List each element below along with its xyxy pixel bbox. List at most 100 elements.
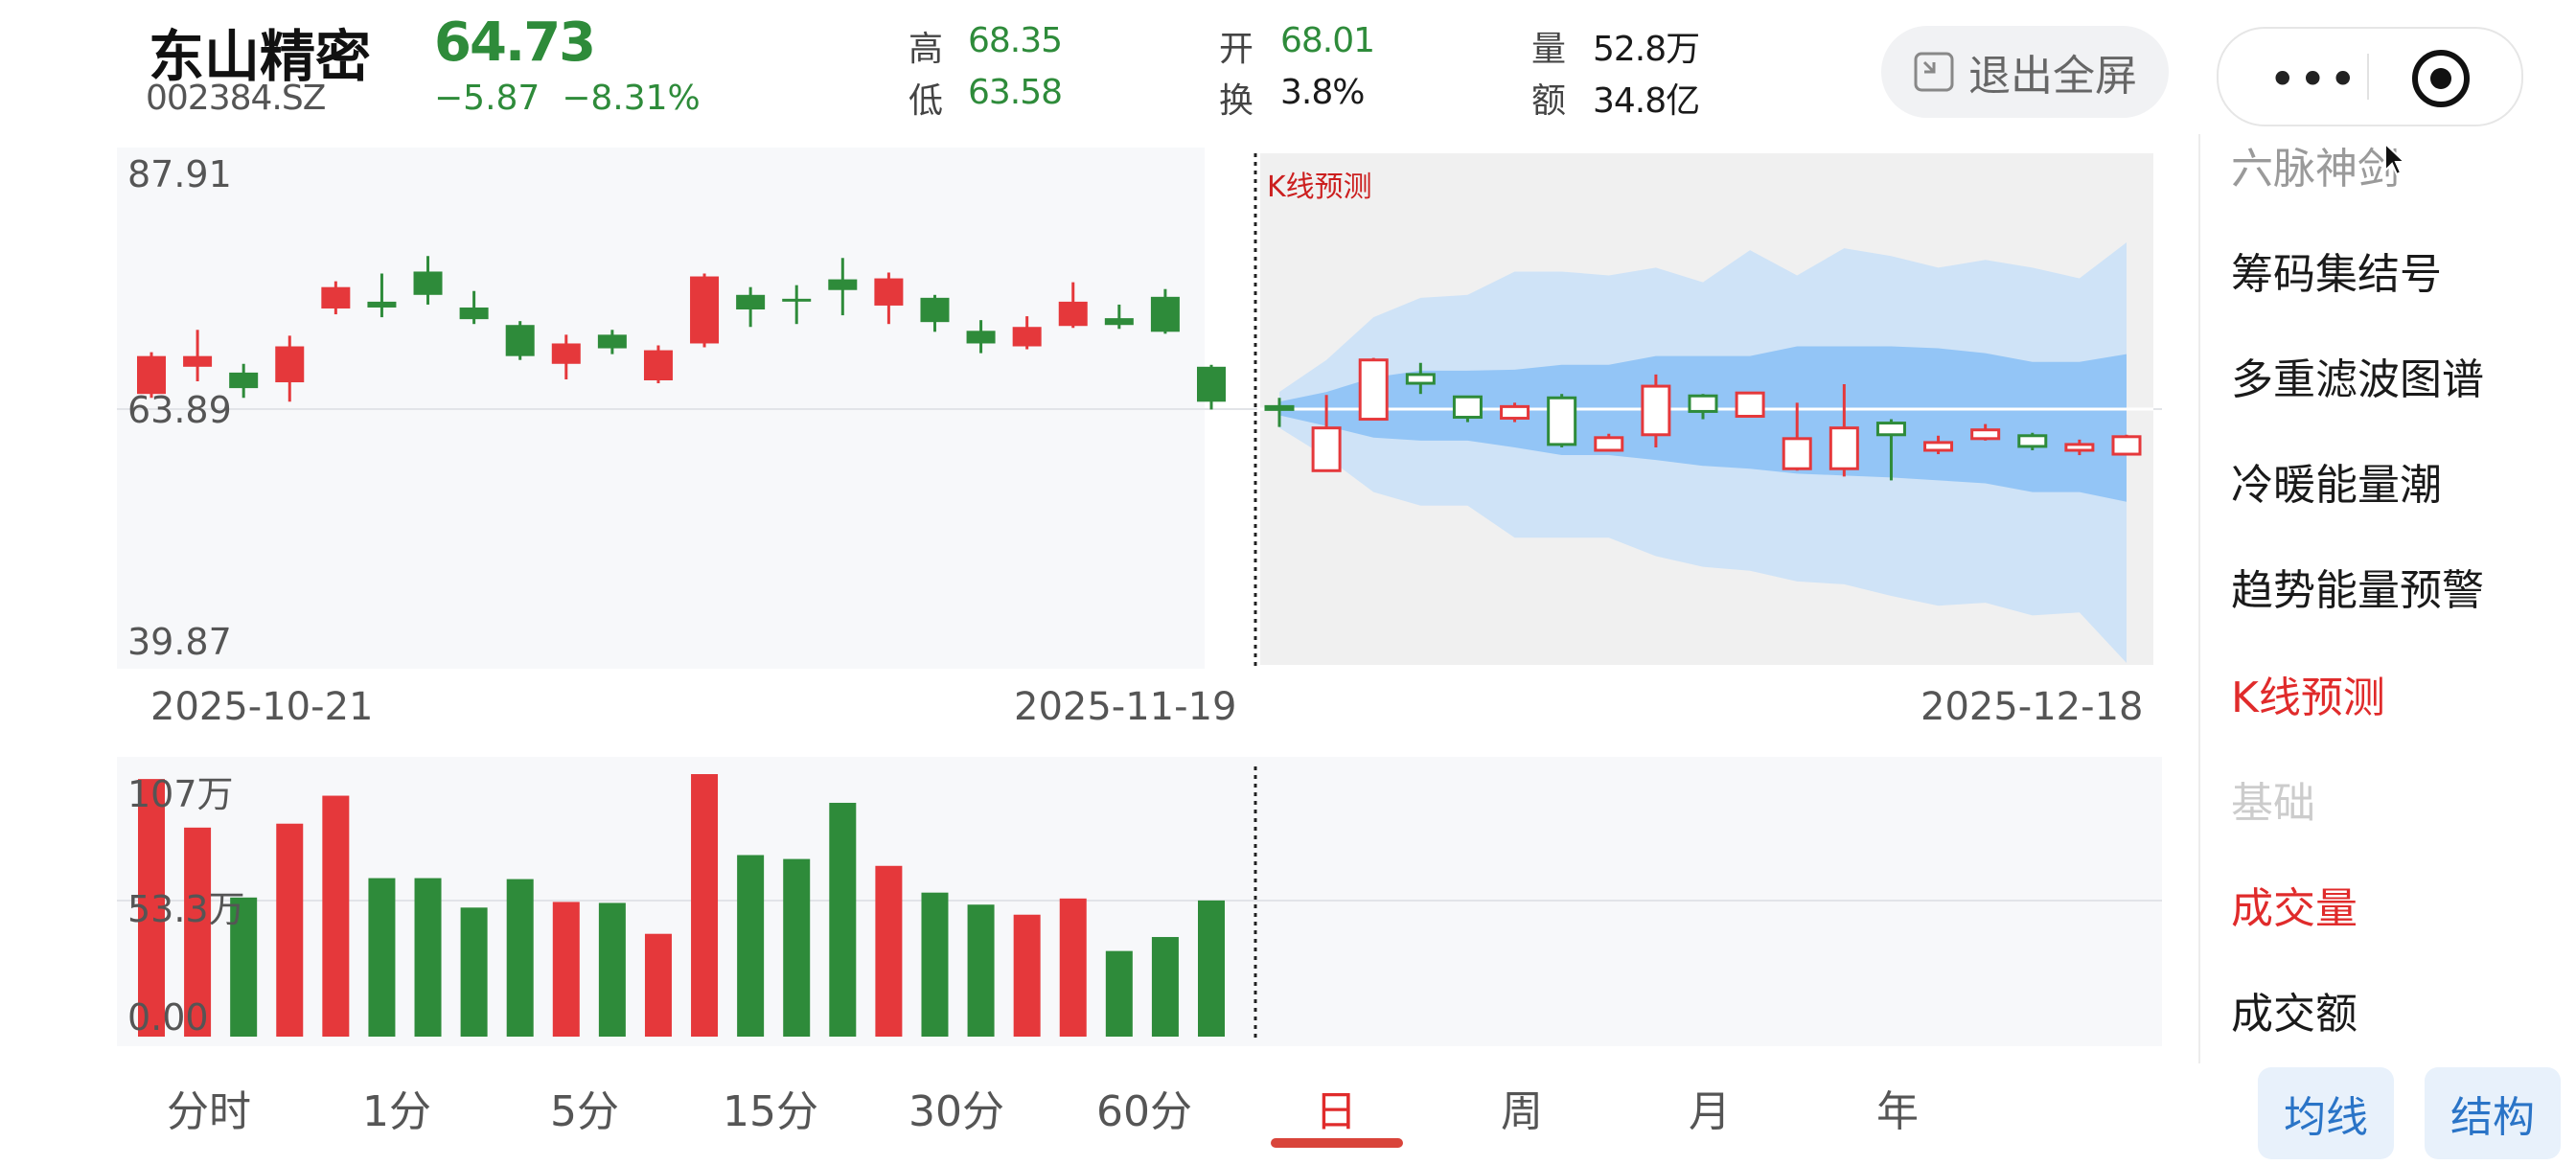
forecast-candle (2111, 434, 2142, 456)
forecast-candle (1688, 394, 1718, 420)
history-candle (920, 294, 950, 332)
tab-60min[interactable]: 60分 (1096, 1087, 1192, 1136)
history-candle (1104, 304, 1134, 330)
volume-bar (921, 892, 949, 1037)
volume-bar (276, 823, 304, 1037)
forecast-candle (1828, 384, 1859, 477)
stock-name: 东山精密 (149, 24, 372, 89)
more-icon[interactable]: ••• (2268, 52, 2359, 107)
sidebar-item-liumai[interactable]: 六脉神剑 (2231, 145, 2400, 194)
sidebar-item-volume[interactable]: 成交量 (2231, 884, 2358, 933)
volume-bar (875, 865, 903, 1037)
forecast-candle (1923, 435, 1954, 455)
collapse-icon (1914, 52, 1954, 92)
volume-axis-mid: 53.3万 (127, 888, 245, 930)
tab-timeshare[interactable]: 分时 (167, 1087, 251, 1136)
sidebar-item-kline-forecast[interactable]: K线预测 (2231, 674, 2385, 722)
forecast-candle (1782, 402, 1812, 471)
sidebar-item-trend-warning[interactable]: 趋势能量预警 (2231, 566, 2484, 615)
miniprogram-capsule: ••• (2217, 27, 2523, 126)
price-change: −5.87 (434, 79, 540, 118)
tab-30min[interactable]: 30分 (908, 1087, 1004, 1136)
tab-year[interactable]: 年 (1876, 1087, 1919, 1136)
stat-high-label: 高 (908, 30, 944, 69)
volume-bar (829, 802, 857, 1037)
y-axis-mid: 63.89 (127, 389, 232, 431)
volume-bar (967, 904, 995, 1037)
history-candle (321, 281, 351, 315)
history-candle (966, 320, 996, 354)
stat-turnover-value: 3.8% (1280, 73, 1365, 112)
stat-open-value: 68.01 (1280, 21, 1375, 60)
history-candle (1012, 316, 1042, 350)
history-candle (137, 352, 166, 399)
volume-bar (1151, 937, 1179, 1037)
close-target-icon[interactable] (2412, 50, 2470, 107)
volume-axis-top: 107万 (127, 773, 234, 815)
cursor-icon (2384, 142, 2407, 176)
tab-month[interactable]: 月 (1689, 1087, 1731, 1136)
tab-15min[interactable]: 15分 (723, 1087, 818, 1136)
volume-bar (138, 779, 165, 1037)
stat-turnover-label: 换 (1219, 81, 1254, 121)
history-candle (597, 330, 627, 354)
forecast-candle (2017, 432, 2048, 450)
history-candle (551, 334, 581, 379)
history-candle (643, 345, 673, 384)
sidebar-item-filter[interactable]: 多重滤波图谱 (2231, 355, 2484, 404)
stat-volume-value: 52.8万 (1593, 30, 1700, 69)
exit-fullscreen-button[interactable]: 退出全屏 (1881, 26, 2169, 118)
history-candle (1197, 364, 1226, 410)
volume-bar (691, 774, 719, 1037)
y-axis-bottom: 39.87 (127, 621, 232, 663)
exit-fullscreen-label: 退出全屏 (1968, 52, 2137, 101)
forecast-band (1279, 242, 2127, 663)
stat-volume-label: 量 (1531, 30, 1567, 69)
ma-button[interactable]: 均线 (2258, 1067, 2394, 1159)
history-candle (782, 285, 812, 325)
history-candle (229, 363, 259, 399)
sidebar-item-chips[interactable]: 筹码集结号 (2231, 250, 2442, 299)
volume-bar (184, 827, 212, 1037)
sidebar-item-amount[interactable]: 成交额 (2231, 990, 2358, 1039)
history-candle (690, 273, 720, 348)
tab-1min[interactable]: 1分 (362, 1087, 431, 1136)
volume-bar (368, 878, 396, 1037)
date-start: 2025-10-21 (150, 685, 374, 729)
volume-bar (506, 879, 534, 1037)
tab-week[interactable]: 周 (1501, 1087, 1543, 1136)
volume-axis-bottom: 0.00 (127, 996, 209, 1039)
forecast-candle (1405, 362, 1436, 395)
sidebar-section-basic: 基础 (2231, 779, 2315, 828)
sidebar-item-energy-tide[interactable]: 冷暖能量潮 (2231, 461, 2442, 510)
tab-day[interactable]: 日 (1315, 1087, 1357, 1136)
history-candle (275, 335, 305, 402)
tab-5min[interactable]: 5分 (550, 1087, 619, 1136)
stat-low-label: 低 (908, 81, 944, 121)
history-candle (413, 256, 443, 305)
volume-bar (783, 858, 811, 1037)
forecast-candle (1311, 395, 1342, 472)
structure-button[interactable]: 结构 (2425, 1067, 2561, 1159)
volume-bar (414, 878, 442, 1037)
history-candle (459, 290, 489, 325)
forecast-candles (1264, 357, 2142, 481)
forecast-candle (1264, 398, 1295, 427)
forecast-candle (1735, 391, 1765, 419)
forecast-candle (1641, 374, 1671, 447)
stat-open-label: 开 (1219, 30, 1254, 69)
history-candle (367, 273, 397, 318)
history-candles (137, 256, 1226, 410)
stock-price: 64.73 (434, 11, 596, 74)
stat-high-value: 68.35 (968, 21, 1063, 60)
volume-bar (1013, 914, 1041, 1037)
forecast-candle (1547, 394, 1577, 447)
volume-bar (1198, 900, 1225, 1037)
history-candle (828, 258, 858, 316)
forecast-candle (1970, 423, 2001, 441)
tab-active-indicator (1271, 1138, 1403, 1148)
history-candle (1058, 282, 1088, 329)
stat-amount-value: 34.8亿 (1593, 81, 1700, 121)
